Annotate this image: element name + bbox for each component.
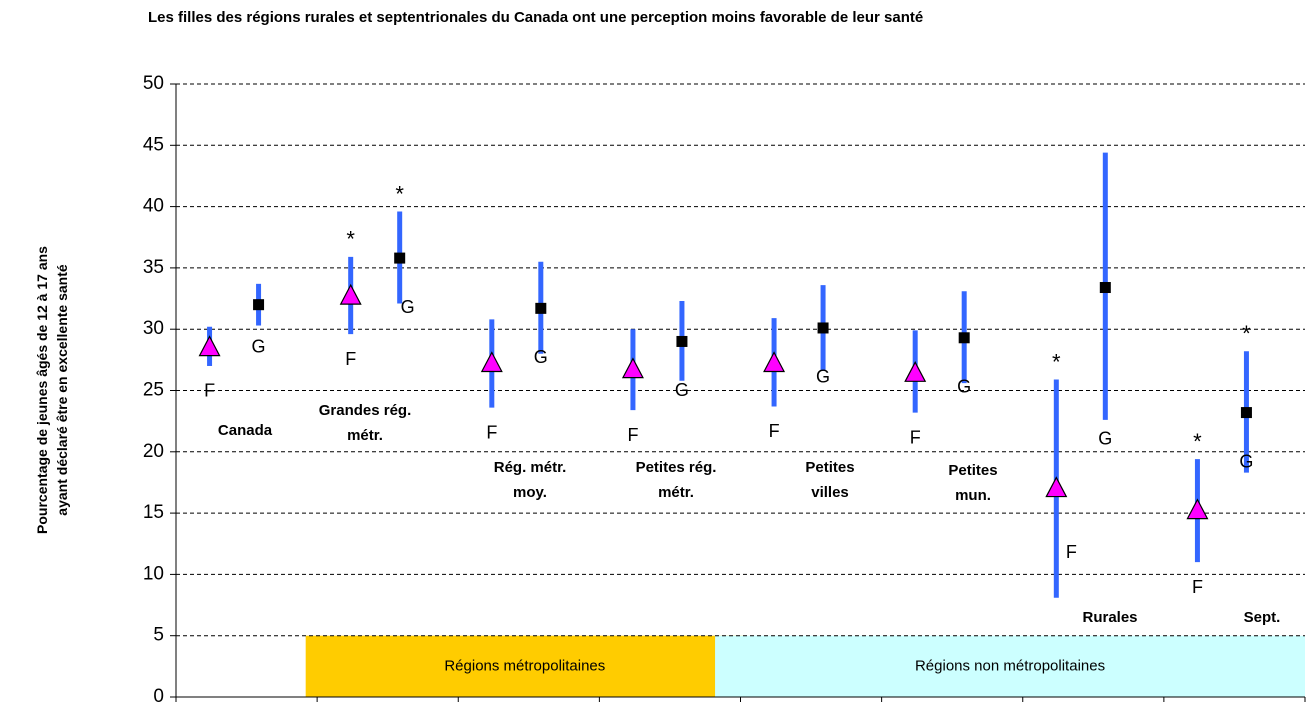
point xyxy=(535,302,547,314)
series-letter: G xyxy=(534,347,548,367)
point xyxy=(958,332,970,344)
series-letter: F xyxy=(769,421,780,441)
point xyxy=(904,361,927,382)
point xyxy=(763,351,786,373)
y-tick-label: 35 xyxy=(143,257,164,278)
group-band xyxy=(305,635,744,697)
significance-mark: * xyxy=(1193,429,1202,454)
category-label: Sept. xyxy=(1243,609,1281,626)
series-letter: G xyxy=(252,336,266,356)
point xyxy=(621,357,644,379)
series-letter: F xyxy=(345,349,356,369)
series-letter: F xyxy=(1066,542,1077,562)
significance-mark: * xyxy=(1052,349,1061,374)
category-label: Canada xyxy=(217,422,273,439)
y-tick-label: 5 xyxy=(153,625,164,646)
category-label: Rurales xyxy=(1082,609,1138,626)
category-label: Petites rég. métr. xyxy=(635,459,717,501)
significance-mark: * xyxy=(1242,321,1251,346)
group-label: Régions métropolitaines xyxy=(444,657,605,674)
y-tick-label: 25 xyxy=(143,380,164,401)
series-letter: G xyxy=(675,380,689,400)
significance-mark: * xyxy=(346,227,355,252)
series-letter: F xyxy=(486,422,497,442)
significance-mark: * xyxy=(395,181,404,206)
series-letter: F xyxy=(910,427,921,447)
point xyxy=(676,335,688,347)
point xyxy=(198,335,221,357)
group-label: Régions non métropolitaines xyxy=(915,657,1105,674)
category-label: Petites mun. xyxy=(948,462,998,504)
point xyxy=(1186,498,1209,520)
series-letter: G xyxy=(816,367,830,387)
series-letter: G xyxy=(957,377,971,397)
point xyxy=(480,351,503,373)
category-label: Petites villes xyxy=(805,459,855,501)
series-letter: G xyxy=(1239,451,1253,471)
chart-title: Les filles des régions rurales et septen… xyxy=(148,9,924,26)
point xyxy=(1099,282,1111,294)
y-tick-label: 10 xyxy=(143,563,164,584)
point xyxy=(817,322,829,334)
series-letter: F xyxy=(627,425,638,445)
point xyxy=(394,252,406,264)
y-tick-label: 0 xyxy=(153,686,164,707)
y-tick-label: 50 xyxy=(143,73,164,94)
point xyxy=(253,299,265,311)
series-letter: G xyxy=(401,297,415,317)
series-letter: G xyxy=(1098,429,1112,449)
category-label: Rég. métr. moy. xyxy=(493,459,567,501)
series-letter: F xyxy=(204,381,215,401)
series-letter: F xyxy=(1192,577,1203,597)
y-tick-label: 30 xyxy=(143,318,164,339)
y-tick-label: 20 xyxy=(143,441,164,462)
category-label: Grandes rég. métr. xyxy=(318,402,412,444)
point xyxy=(1045,476,1068,498)
point xyxy=(339,283,362,305)
group-band xyxy=(715,635,1305,697)
y-tick-label: 45 xyxy=(143,134,164,155)
y-tick-label: 15 xyxy=(143,502,164,523)
point xyxy=(1240,407,1252,419)
y-tick-label: 40 xyxy=(143,196,164,217)
